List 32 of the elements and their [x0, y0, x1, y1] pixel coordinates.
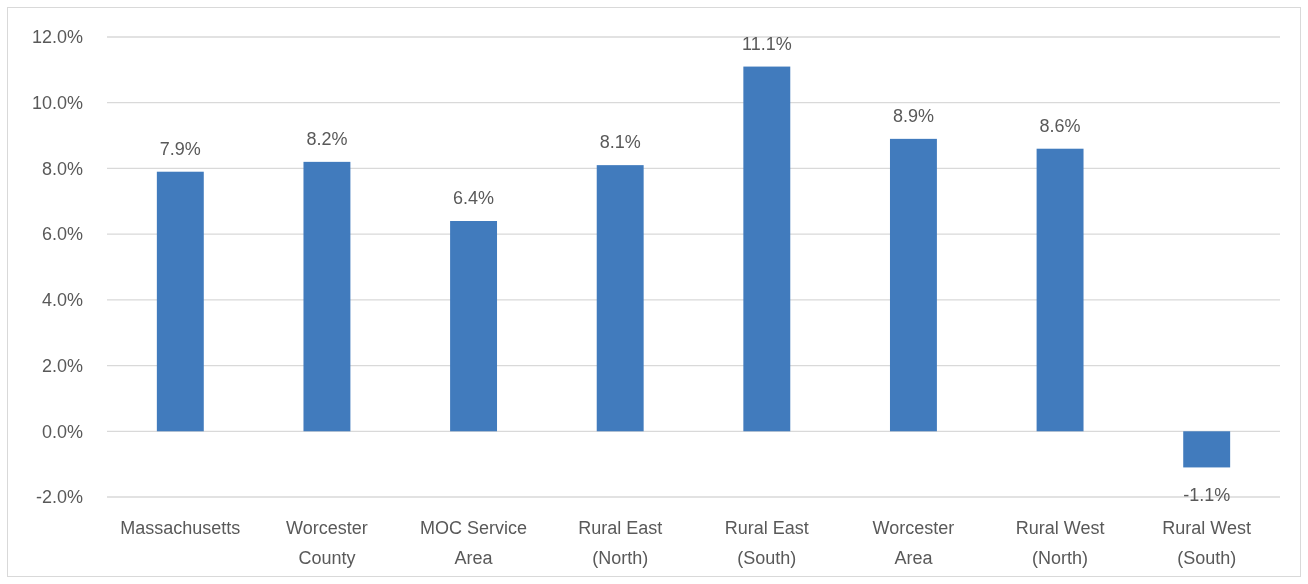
- x-tick-label: Worcester Area: [872, 518, 955, 568]
- data-label: 6.4%: [453, 188, 495, 208]
- y-tick-label: 2.0%: [41, 355, 83, 376]
- y-tick-label: 4.0%: [41, 290, 83, 311]
- x-tick-label: Rural West (South): [1162, 518, 1252, 568]
- data-label: 11.1%: [741, 33, 792, 54]
- bar: [743, 66, 791, 432]
- bar: [450, 221, 498, 432]
- y-tick-label: 12.0%: [31, 27, 83, 48]
- bar: [596, 165, 644, 432]
- y-tick-label: 10.0%: [31, 93, 83, 114]
- bar: [889, 138, 937, 432]
- data-label: 8.9%: [892, 105, 934, 126]
- data-label: -1.1%: [1183, 485, 1231, 506]
- x-tick-label: Rural West (North): [1015, 518, 1105, 568]
- data-label: 8.1%: [599, 132, 641, 153]
- bar: [1183, 431, 1231, 468]
- bar: [1036, 148, 1084, 432]
- x-tick-label: Rural East (North): [578, 518, 663, 568]
- bar: [303, 161, 351, 432]
- data-label: 8.6%: [1039, 115, 1081, 136]
- data-label: 8.2%: [306, 128, 348, 149]
- bar: [156, 171, 204, 432]
- y-tick-label: 0.0%: [41, 421, 83, 442]
- x-tick-label: Rural East (South): [724, 518, 809, 568]
- x-tick-label: Worcester County: [286, 518, 368, 568]
- x-tick-label: Massachusetts: [120, 518, 241, 538]
- x-tick-label: MOC Service Area: [420, 518, 528, 568]
- y-tick-label: 6.0%: [41, 224, 83, 245]
- y-tick-label: 8.0%: [41, 158, 83, 179]
- y-tick-label: -2.0%: [35, 487, 83, 508]
- data-label: 7.9%: [159, 138, 201, 159]
